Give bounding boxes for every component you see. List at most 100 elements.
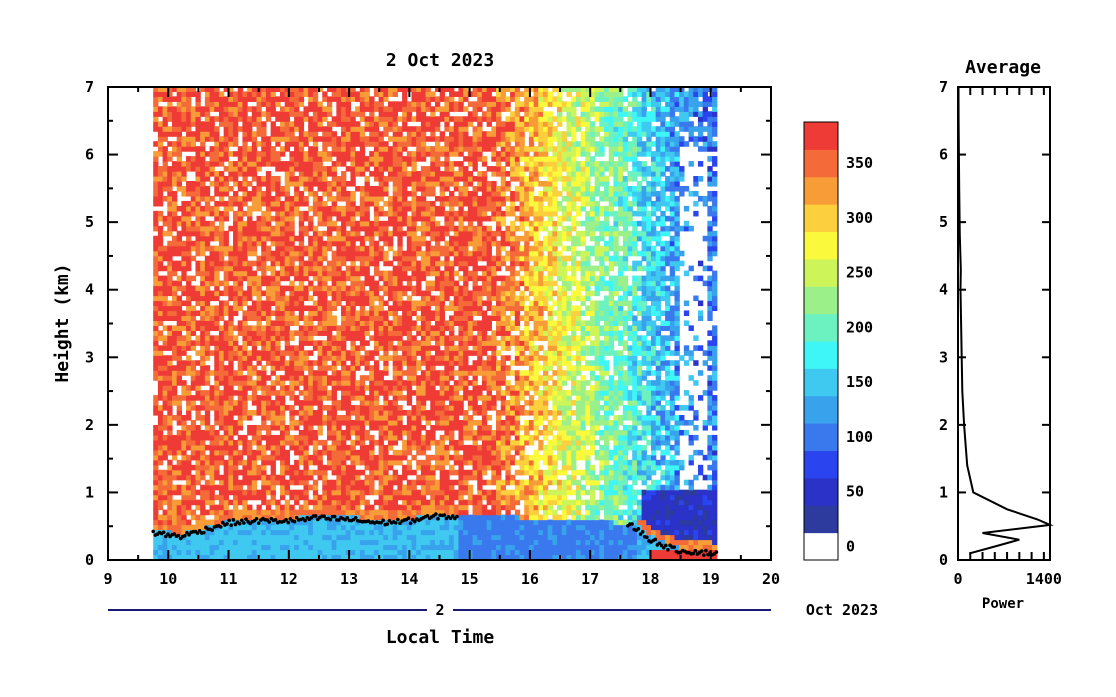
heatmap-cell	[265, 265, 272, 272]
heatmap-cell	[308, 235, 314, 242]
heatmap-cell	[345, 146, 352, 152]
heatmap-cell	[261, 220, 267, 227]
heatmap-cell	[392, 544, 399, 551]
heatmap-cell	[317, 360, 323, 366]
heatmap-cell	[275, 345, 281, 351]
heatmap-cell	[237, 185, 244, 192]
heatmap-cell	[331, 405, 337, 411]
heatmap-cell	[251, 315, 258, 322]
heatmap-cell	[369, 439, 375, 446]
heatmap-cell	[153, 325, 159, 331]
heatmap-cell	[326, 449, 333, 456]
heatmap-cell	[270, 340, 276, 346]
heatmap-cell	[425, 96, 431, 102]
heatmap-cell	[298, 429, 305, 436]
heatmap-cell	[190, 275, 197, 282]
heatmap-cell	[322, 469, 328, 476]
heatmap-cell	[294, 554, 300, 560]
heatmap-cell	[280, 260, 286, 267]
heatmap-cell	[326, 210, 333, 217]
heatmap-cell	[167, 514, 173, 521]
heatmap-cell	[209, 340, 215, 346]
heatmap-cell	[247, 285, 253, 292]
heatmap-cell	[331, 424, 337, 431]
heatmap-cell	[397, 176, 403, 182]
heatmap-cell	[326, 424, 333, 431]
heatmap-cell	[157, 549, 164, 556]
heatmap-cell	[186, 305, 192, 312]
heatmap-cell	[425, 91, 431, 97]
heatmap-cell	[416, 240, 422, 247]
heatmap-cell	[317, 101, 323, 107]
heatmap-cell	[228, 429, 234, 436]
heatmap-cell	[162, 415, 168, 421]
heatmap-cell	[355, 315, 361, 322]
heatmap-cell	[181, 111, 187, 117]
heatmap-cell	[214, 310, 220, 317]
heatmap-cell	[261, 419, 267, 426]
heatmap-cell	[369, 479, 375, 486]
heatmap-cell	[275, 509, 281, 516]
heatmap-cell	[190, 370, 197, 376]
heatmap-cell	[204, 335, 211, 341]
heatmap-cell	[369, 474, 375, 481]
heatmap-cell	[176, 96, 182, 102]
heatmap-cell	[341, 489, 347, 496]
heatmap-cell	[294, 270, 300, 277]
heatmap-cell	[171, 395, 178, 401]
heatmap-cell	[171, 534, 178, 541]
heatmap-cell	[402, 360, 408, 366]
heatmap-cell	[303, 529, 309, 536]
heatmap-cell	[411, 225, 417, 232]
heatmap-cell	[298, 255, 305, 262]
heatmap-cell	[439, 484, 445, 491]
heatmap-cell	[261, 230, 267, 237]
heatmap-cell	[336, 96, 342, 102]
heatmap-cell	[218, 220, 225, 227]
heatmap-cell	[153, 544, 159, 551]
heatmap-cell	[336, 509, 342, 516]
heatmap-cell	[247, 484, 253, 491]
heatmap-cell	[195, 439, 201, 446]
heatmap-cell	[256, 305, 262, 312]
heatmap-cell	[167, 220, 173, 227]
heatmap-cell	[411, 260, 417, 267]
heatmap-cell	[162, 146, 168, 152]
heatmap-cell	[355, 290, 361, 297]
heatmap-cell	[209, 156, 215, 162]
heatmap-cell	[294, 519, 300, 526]
heatmap-cell	[434, 305, 441, 312]
heatmap-cell	[261, 111, 267, 117]
heatmap-cell	[190, 489, 197, 496]
heatmap-cell	[275, 181, 281, 187]
heatmap-cell	[345, 524, 352, 531]
heatmap-cell	[326, 489, 333, 496]
heatmap-cell	[190, 255, 197, 262]
heatmap-cell	[308, 549, 314, 556]
heatmap-cell	[200, 340, 206, 346]
heatmap-cell	[214, 290, 220, 297]
heatmap-cell	[289, 544, 295, 551]
heatmap-cell	[373, 385, 380, 391]
heatmap-cell	[280, 514, 286, 521]
heatmap-cell	[355, 434, 361, 441]
heatmap-cell	[209, 235, 215, 242]
heatmap-cell	[157, 310, 164, 317]
heatmap-cell	[378, 415, 384, 421]
heatmap-cell	[397, 240, 403, 247]
heatmap-cell	[345, 116, 352, 122]
heatmap-cell	[242, 96, 248, 102]
heatmap-cell	[242, 380, 248, 386]
heatmap-cell	[402, 300, 408, 307]
heatmap-cell	[416, 305, 422, 312]
heatmap-cell	[317, 325, 323, 331]
heatmap-cell	[378, 524, 384, 531]
heatmap-cell	[176, 220, 182, 227]
heatmap-cell	[200, 375, 206, 381]
heatmap-cell	[233, 554, 239, 560]
heatmap-cell	[373, 215, 380, 222]
heatmap-cell	[270, 325, 276, 331]
heatmap-cell	[280, 250, 286, 257]
heatmap-cell	[261, 210, 267, 217]
heatmap-cell	[186, 96, 192, 102]
